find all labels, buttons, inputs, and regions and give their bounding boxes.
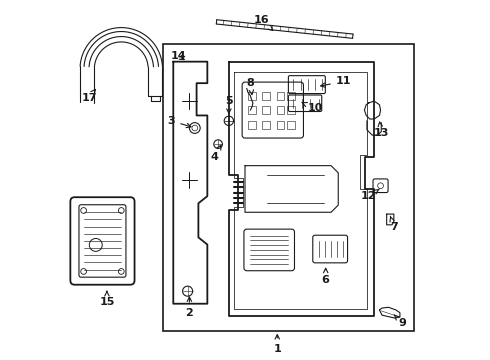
Bar	[262, 107, 270, 114]
Bar	[248, 92, 256, 100]
Bar	[287, 107, 295, 114]
Text: 15: 15	[99, 291, 115, 307]
Text: 8: 8	[246, 78, 254, 95]
Text: 7: 7	[390, 216, 398, 231]
Bar	[276, 92, 285, 100]
Text: 13: 13	[373, 122, 389, 138]
Bar	[276, 107, 285, 114]
Text: 14: 14	[171, 51, 187, 61]
Text: 1: 1	[273, 335, 281, 354]
Bar	[287, 121, 295, 129]
Bar	[276, 121, 285, 129]
Bar	[248, 121, 256, 129]
Bar	[287, 92, 295, 100]
Text: 5: 5	[225, 96, 233, 113]
Bar	[248, 107, 256, 114]
Bar	[262, 92, 270, 100]
Bar	[163, 44, 414, 330]
Text: 2: 2	[186, 297, 193, 318]
Text: 3: 3	[168, 116, 191, 128]
Text: 10: 10	[302, 103, 322, 113]
Text: 16: 16	[253, 15, 273, 31]
Text: 11: 11	[320, 76, 351, 87]
Text: 12: 12	[361, 189, 379, 201]
Text: 9: 9	[394, 315, 407, 328]
Text: 6: 6	[322, 268, 330, 285]
Text: 17: 17	[81, 89, 97, 103]
Bar	[262, 121, 270, 129]
Text: 4: 4	[211, 145, 221, 162]
